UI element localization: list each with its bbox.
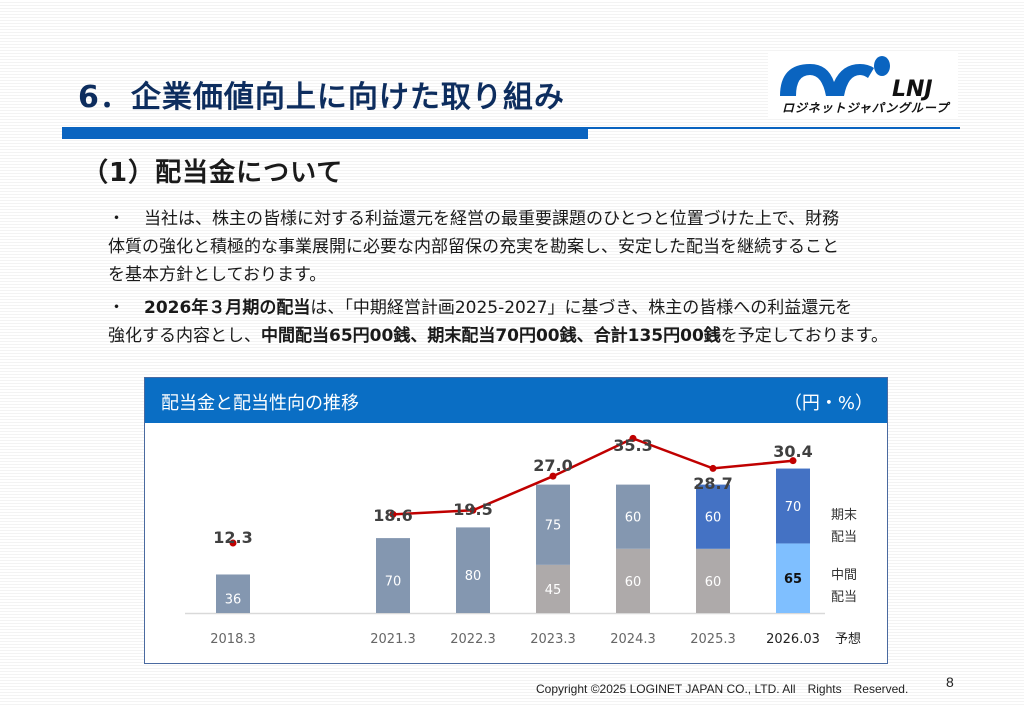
- logo-mark-icon: LNJ ロジネットジャパングループ: [780, 56, 951, 115]
- payout-ratio-label: 27.0: [533, 456, 572, 475]
- p2-bold1: 2026年３月期の配当: [144, 298, 311, 318]
- bar-year-end: [616, 484, 650, 549]
- payout-ratio-label: 28.7: [693, 474, 732, 493]
- dividend-chart-panel: 配当金と配当性向の推移 （円・%） 36 2018.3 70 2021.3 80 2022…: [144, 377, 888, 664]
- legend-interim: 配当: [831, 590, 857, 605]
- x-tick-label: 2022.3: [450, 632, 496, 647]
- bar-year-end-label: 70: [385, 575, 402, 590]
- legend-year-end: 配当: [831, 530, 857, 545]
- p1-line1: 当社は、株主の皆様に対する利益還元を経営の最重要課題のひとつと位置づけた上で、財…: [144, 209, 840, 229]
- title-underline-thin: [588, 127, 960, 129]
- copyright: Copyright ©2025 LOGINET JAPAN CO., LTD. …: [536, 682, 909, 696]
- payout-ratio-label: 30.4: [773, 442, 812, 461]
- bar-year-end-label: 75: [545, 519, 562, 534]
- dividend-plan-paragraph: ・ 2026年３月期の配当は、「中期経営計画2025-2027」に基づき、株主の皆…: [108, 294, 888, 350]
- forecast-label: 予想: [835, 631, 861, 647]
- x-tick-label: 2026.03: [766, 632, 820, 647]
- page-number: 8: [946, 674, 954, 690]
- bar-year-end: [216, 574, 250, 613]
- section-subtitle: （1）配当金について: [82, 158, 344, 188]
- legend-interim: 中間: [831, 568, 857, 583]
- bar-interim: [616, 548, 650, 613]
- bullet: ・: [108, 209, 125, 229]
- payout-point: [629, 434, 637, 442]
- x-tick-label: 2021.3: [370, 632, 416, 647]
- x-tick-label: 2024.3: [610, 632, 656, 647]
- payout-ratio-label: 18.6: [373, 506, 412, 525]
- payout-point: [549, 472, 557, 480]
- p2-text3: を予定しております。: [720, 326, 889, 346]
- bar-year-end: [776, 468, 810, 544]
- p1-line3: を基本方針としております。: [108, 265, 327, 285]
- payout-point: [389, 510, 397, 518]
- p2-bold2: 中間配当65円00銭、期末配当70円00銭、合計135円00銭: [261, 326, 721, 346]
- bar-year-end: [456, 527, 490, 613]
- bar-interim-label: 65: [784, 572, 802, 587]
- chart-unit: （円・%）: [783, 393, 873, 414]
- page-title: 6．企業価値向上に向けた取り組み: [78, 80, 565, 115]
- bar-interim-label: 60: [705, 575, 722, 590]
- bar-interim: [536, 564, 570, 613]
- x-tick-label: 2025.3: [690, 632, 736, 647]
- bar-year-end-label: 60: [625, 511, 642, 526]
- policy-paragraph: ・当社は、株主の皆様に対する利益還元を経営の最重要課題のひとつと位置づけた上で、…: [108, 205, 839, 289]
- legend-year-end: 期末: [831, 508, 857, 523]
- title-underline-thick: [62, 127, 588, 139]
- chart-header: 配当金と配当性向の推移 （円・%）: [145, 378, 887, 423]
- company-logo: LNJ ロジネットジャパングループ: [768, 52, 958, 118]
- x-tick-label: 2018.3: [210, 632, 256, 647]
- bar-year-end-label: 36: [225, 593, 242, 608]
- payout-ratio-label: 12.3: [213, 528, 252, 547]
- p1-line2: 体質の強化と積極的な事業展開に必要な内部留保の充実を勘案し、安定した配当を継続す…: [108, 237, 839, 257]
- payout-ratio-label: 19.5: [453, 500, 492, 519]
- bar-year-end: [536, 484, 570, 565]
- bar-interim: [776, 543, 810, 613]
- payout-point: [469, 506, 477, 514]
- bar-interim-label: 45: [545, 583, 562, 598]
- bar-year-end-label: 70: [785, 500, 802, 515]
- bar-interim-label: 60: [625, 575, 642, 590]
- payout-ratio-label: 35.3: [613, 436, 652, 455]
- bullet: ・: [108, 298, 125, 318]
- payout-ratio-line: [392, 437, 794, 516]
- payout-point: [229, 539, 237, 547]
- chart-title: 配当金と配当性向の推移: [161, 393, 359, 414]
- dividend-chart: 36 2018.3 70 2021.3 80 2022.3 45 75 2023.3 60 60 20…: [185, 434, 861, 647]
- payout-point: [789, 457, 797, 465]
- p2-text1: は、「中期経営計画2025-2027」に基づき、株主の皆様への利益還元を: [310, 298, 853, 318]
- bar-year-end: [376, 538, 410, 613]
- bar-year-end-label: 80: [465, 569, 482, 584]
- bar-year-end: [696, 484, 730, 549]
- x-tick-label: 2023.3: [530, 632, 576, 647]
- bar-interim: [696, 548, 730, 613]
- p2-text2: 強化する内容とし、: [108, 326, 261, 346]
- logo-text: LNJ: [892, 77, 933, 102]
- bar-year-end-label: 60: [705, 511, 722, 526]
- payout-point: [709, 464, 717, 472]
- logo-subtext: ロジネットジャパングループ: [782, 101, 951, 115]
